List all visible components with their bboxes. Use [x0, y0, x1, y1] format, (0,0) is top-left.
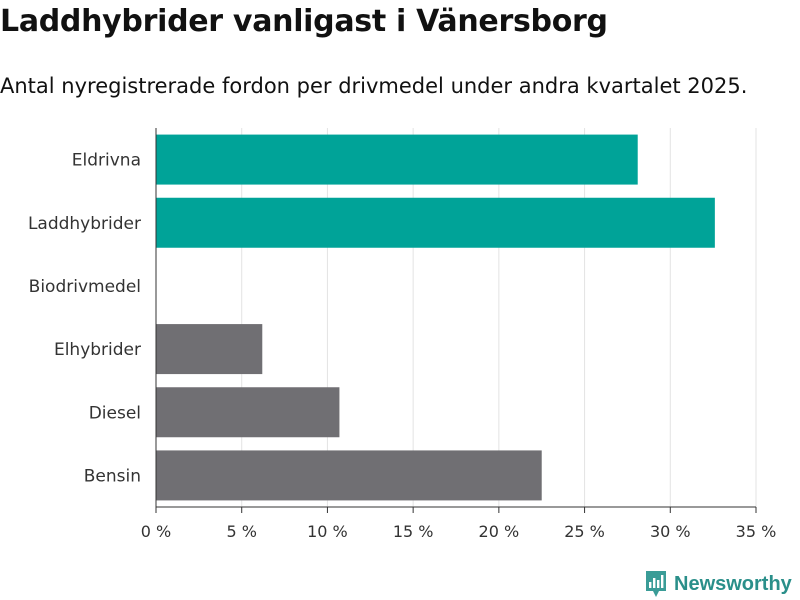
- bar: [156, 387, 340, 438]
- brand-name: Newsworthy: [674, 572, 792, 595]
- x-tick-label: 20 %: [479, 522, 520, 541]
- bar: [156, 197, 715, 248]
- bar: [156, 324, 263, 375]
- category-labels: Eldrivna Laddhybrider Biodrivmedel Elhybrid…: [28, 151, 141, 487]
- x-tick-label: 10 %: [307, 522, 348, 541]
- bar: [156, 134, 638, 185]
- category-label: Diesel: [89, 403, 141, 423]
- bars: [156, 134, 715, 501]
- x-axis: 0 % 5 % 10 % 15 % 20 % 25 % 30 % 35 %: [141, 128, 777, 541]
- x-tick-label: 5 %: [226, 522, 256, 541]
- newsworthy-logo-icon: [646, 571, 666, 597]
- x-tick-label: 25 %: [564, 522, 605, 541]
- x-tick-label: 0 %: [141, 522, 171, 541]
- chart-subtitle: Antal nyregistrerade fordon per drivmede…: [0, 74, 748, 98]
- category-label: Elhybrider: [54, 340, 141, 360]
- chart-title: Laddhybrider vanligast i Vänersborg: [0, 4, 608, 39]
- category-label: Biodrivmedel: [29, 277, 141, 297]
- category-label: Eldrivna: [72, 151, 141, 171]
- bar: [156, 450, 542, 501]
- x-tick-label: 30 %: [650, 522, 691, 541]
- category-label: Bensin: [84, 466, 141, 486]
- gridlines: [241, 128, 757, 507]
- category-label: Laddhybrider: [28, 214, 141, 234]
- newsworthy-brand: Newsworthy: [644, 569, 792, 599]
- x-tick-label: 35 %: [736, 522, 777, 541]
- x-tick-label: 15 %: [393, 522, 434, 541]
